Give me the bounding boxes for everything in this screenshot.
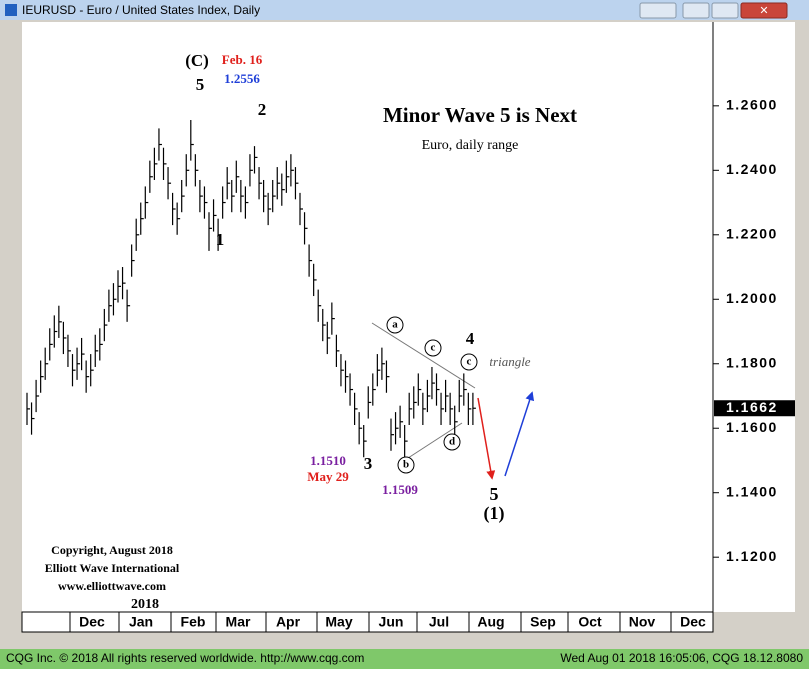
month-label: Oct bbox=[578, 614, 602, 630]
annotation: 5 bbox=[196, 75, 205, 94]
month-label: Aug bbox=[477, 614, 504, 630]
annotation: Feb. 16 bbox=[222, 52, 263, 67]
last-price-label: 1.1662 bbox=[726, 399, 778, 415]
close-icon: ✕ bbox=[759, 5, 768, 17]
wave-circle bbox=[460, 353, 478, 371]
wave-circle bbox=[424, 339, 442, 357]
annotation: 1.2556 bbox=[224, 71, 260, 86]
y-tick-label: 1.1600 bbox=[726, 419, 778, 435]
annotation: 4 bbox=[466, 329, 475, 348]
year-label: 2018 bbox=[131, 597, 159, 612]
copyright: www.elliottwave.com bbox=[58, 579, 166, 593]
annotation: 5 bbox=[490, 484, 499, 504]
annotation: 1 bbox=[216, 230, 225, 249]
y-axis-area bbox=[713, 22, 795, 612]
annotation: 3 bbox=[364, 454, 373, 473]
annotation: 1.1510 bbox=[310, 453, 346, 468]
copyright: Elliott Wave International bbox=[45, 561, 180, 575]
maximize-button[interactable] bbox=[711, 2, 739, 19]
month-label: May bbox=[325, 614, 352, 630]
annotation: a bbox=[392, 319, 398, 331]
pin-button[interactable] bbox=[639, 2, 677, 19]
status-bar bbox=[0, 649, 809, 669]
y-tick-label: 1.2600 bbox=[726, 97, 778, 113]
month-label: Jul bbox=[429, 614, 449, 630]
annotation: d bbox=[449, 436, 455, 448]
triangle-line bbox=[404, 422, 463, 461]
y-tick-label: 1.1400 bbox=[726, 483, 778, 499]
annotation: 1.1509 bbox=[382, 482, 418, 497]
y-tick-label: 1.1800 bbox=[726, 354, 778, 370]
month-label: Feb bbox=[181, 614, 206, 630]
chart-subtitle: Euro, daily range bbox=[422, 138, 519, 153]
footer-right: Wed Aug 01 2018 16:05:06, CQG 18.12.8080 bbox=[560, 651, 803, 665]
month-label: Jun bbox=[379, 614, 404, 630]
month-label: Dec bbox=[680, 614, 706, 630]
x-axis-area bbox=[21, 611, 714, 633]
month-label: Sep bbox=[530, 614, 556, 630]
month-label: Mar bbox=[226, 614, 251, 630]
annotation: (1) bbox=[484, 503, 505, 524]
annotation: c bbox=[431, 342, 436, 354]
up-arrow bbox=[504, 391, 535, 477]
wave-circle bbox=[386, 316, 404, 334]
annotation: c bbox=[467, 356, 472, 368]
copyright: Copyright, August 2018 bbox=[51, 543, 173, 557]
footer-left: CQG Inc. © 2018 All rights reserved worl… bbox=[6, 651, 364, 665]
annotation: May 29 bbox=[307, 469, 349, 484]
down-arrow bbox=[477, 397, 496, 480]
chart-title: Minor Wave 5 is Next bbox=[383, 103, 577, 127]
plot-area bbox=[22, 22, 713, 612]
wave-circle bbox=[443, 433, 461, 451]
y-tick-label: 1.1200 bbox=[726, 548, 778, 564]
annotation: triangle bbox=[489, 354, 530, 369]
minimize-button[interactable] bbox=[682, 2, 710, 19]
month-label: Apr bbox=[276, 614, 301, 630]
month-label: Dec bbox=[79, 614, 105, 630]
title-bar bbox=[0, 0, 809, 20]
wave-circle bbox=[397, 456, 415, 474]
month-label: Jan bbox=[129, 614, 153, 630]
close-button[interactable] bbox=[740, 2, 788, 19]
last-price-box bbox=[714, 400, 795, 417]
triangle-line bbox=[371, 322, 476, 389]
y-tick-label: 1.2200 bbox=[726, 225, 778, 241]
window-title: IEURUSD - Euro / United States Index, Da… bbox=[22, 3, 260, 17]
y-tick-label: 1.2400 bbox=[726, 161, 778, 177]
annotation: (C) bbox=[185, 51, 209, 70]
annotation: 2 bbox=[258, 100, 267, 119]
month-label: Nov bbox=[629, 614, 656, 630]
app-icon bbox=[5, 4, 17, 16]
y-tick-label: 1.2000 bbox=[726, 290, 778, 306]
annotation: b bbox=[403, 459, 409, 471]
